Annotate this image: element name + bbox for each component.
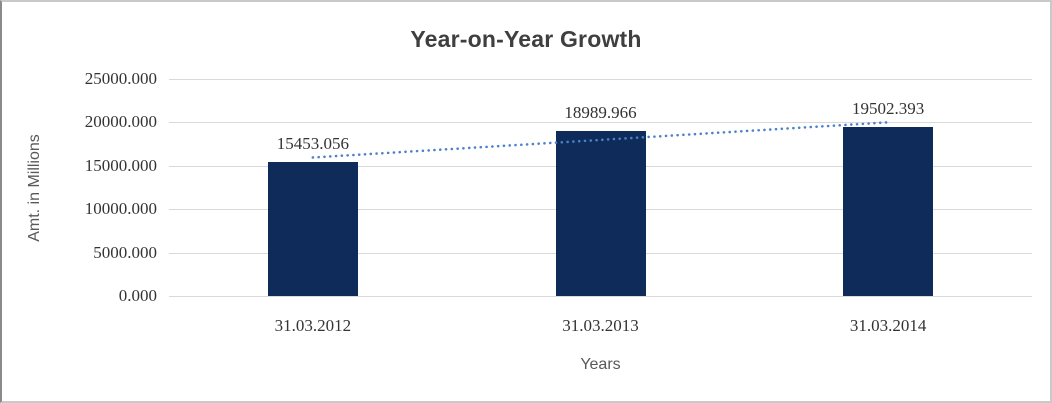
gridline xyxy=(169,296,1032,297)
x-tick-label: 31.03.2014 xyxy=(849,316,927,335)
chart-title: Year-on-Year Growth xyxy=(410,26,642,52)
x-tick-label: 31.03.2013 xyxy=(562,316,639,335)
bar-31.03.2014 xyxy=(843,126,934,296)
gridline xyxy=(169,79,1032,80)
bar-31.03.2012 xyxy=(267,161,358,296)
bar-value-label: 18989.966 xyxy=(564,103,637,123)
y-tick-label: 10000.000 xyxy=(84,199,157,219)
x-tick-label: 31.03.2012 xyxy=(274,316,352,335)
plot-area xyxy=(169,79,1032,297)
bar-value-label: 19502.393 xyxy=(852,98,925,118)
x-axis-title: Years xyxy=(580,356,621,373)
y-tick-label: 0.000 xyxy=(118,286,157,305)
y-tick-label: 15000.000 xyxy=(84,155,157,175)
y-tick-label: 20000.000 xyxy=(84,112,157,132)
y-tick-label: 5000.000 xyxy=(93,242,157,262)
y-axis-title: Amt. in Millions xyxy=(26,134,43,242)
bar-31.03.2013 xyxy=(555,131,646,296)
trendline xyxy=(311,121,890,159)
gridline xyxy=(169,122,1032,124)
bar-value-label: 15453.056 xyxy=(276,133,349,153)
y-tick-label: 25000.000 xyxy=(84,69,157,88)
